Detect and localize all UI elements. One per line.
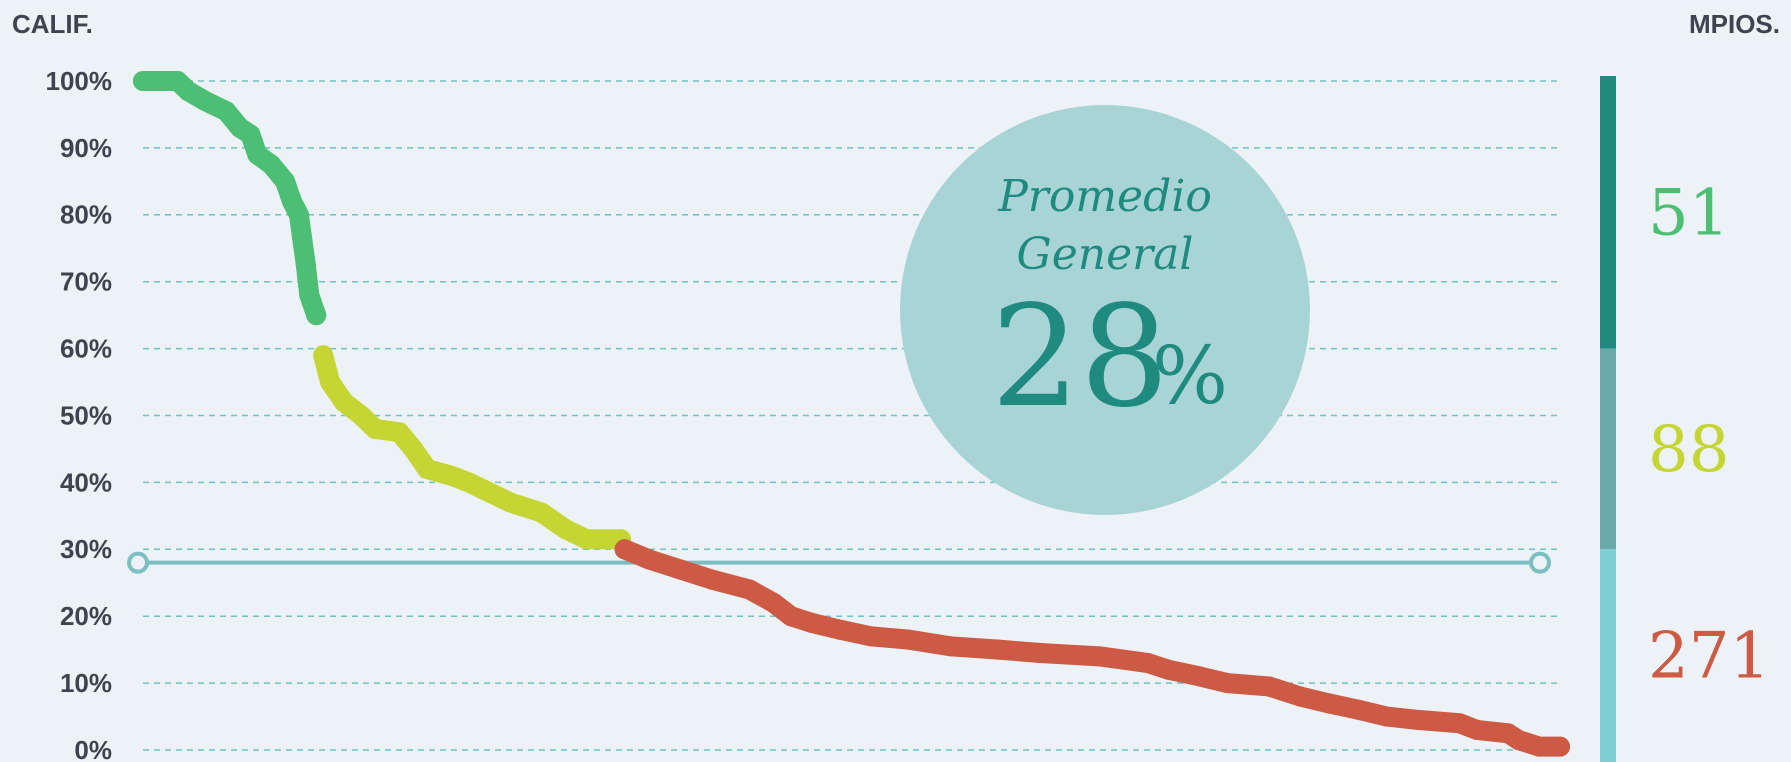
band-bar: [1600, 348, 1616, 550]
data-point: [178, 81, 199, 102]
average-line-end: [127, 551, 149, 574]
data-point: [441, 465, 462, 486]
data-point: [860, 626, 881, 647]
band-count: 271: [1648, 620, 1770, 694]
data-point: [988, 639, 1009, 660]
data-point: [261, 154, 282, 175]
y-tick-label: 0%: [74, 735, 112, 762]
band-count: 51: [1648, 176, 1729, 250]
series-trace: [313, 345, 632, 550]
data-point: [288, 204, 309, 225]
y-tick-label: 100%: [46, 66, 113, 96]
y-tick-label: 10%: [60, 668, 112, 698]
data-point: [1137, 653, 1158, 674]
data-point: [1529, 736, 1550, 757]
average-unit: %: [1152, 329, 1228, 422]
data-point: [333, 392, 354, 413]
data-point: [614, 539, 635, 560]
data-point: [133, 71, 153, 91]
count-title: MPIOS.: [1689, 9, 1780, 39]
y-tick-label: 40%: [60, 467, 112, 497]
y-tick-label: 90%: [60, 133, 112, 163]
data-point: [1217, 673, 1238, 694]
average-title: Promedio: [997, 171, 1212, 222]
data-point: [898, 629, 919, 650]
data-point: [1407, 709, 1428, 730]
data-point: [1317, 693, 1338, 714]
data-point: [1349, 699, 1370, 720]
average-value: 28: [991, 276, 1169, 439]
data-point: [295, 254, 316, 275]
data-point: [763, 592, 784, 613]
data-point: [1550, 736, 1570, 757]
data-point: [320, 372, 341, 393]
data-point: [701, 569, 722, 590]
data-point: [1449, 713, 1470, 734]
data-point: [670, 559, 691, 580]
average-circle: [900, 105, 1310, 515]
data-point: [306, 305, 327, 326]
data-point: [299, 285, 320, 306]
band-bar: [1600, 76, 1616, 349]
data-point: [829, 619, 850, 640]
data-point: [1258, 676, 1279, 697]
data-point: [1158, 659, 1179, 680]
y-axis-title: CALIF.: [12, 9, 93, 39]
data-point: [1189, 666, 1210, 687]
data-point: [576, 529, 597, 550]
data-point: [247, 144, 268, 165]
data-point: [275, 171, 296, 192]
average-title: General: [1017, 229, 1194, 280]
data-point: [403, 438, 424, 459]
data-point: [638, 549, 659, 570]
data-point: [458, 472, 479, 493]
data-point: [1466, 719, 1487, 740]
data-point: [500, 492, 521, 513]
data-point: [216, 101, 237, 122]
data-point: [389, 422, 410, 443]
data-point: [365, 418, 386, 439]
y-tick-label: 50%: [60, 400, 112, 430]
data-point: [1376, 706, 1397, 727]
band-bar: [1600, 549, 1616, 762]
y-tick-label: 20%: [60, 601, 112, 631]
data-point: [351, 405, 372, 426]
y-tick-label: 30%: [60, 534, 112, 564]
data-point: [313, 345, 334, 366]
y-tick-label: 70%: [60, 267, 112, 297]
data-point: [150, 71, 171, 91]
data-point: [801, 612, 822, 633]
y-tick-label: 80%: [60, 200, 112, 230]
data-point: [1290, 686, 1311, 707]
data-point: [1089, 646, 1110, 667]
y-tick-label: 60%: [60, 333, 112, 363]
average-line-end: [1529, 551, 1551, 574]
data-point: [1030, 642, 1051, 663]
data-point: [1508, 729, 1529, 750]
data-point: [479, 482, 500, 503]
data-point: [531, 502, 552, 523]
data-point: [780, 606, 801, 627]
band-count: 88: [1648, 413, 1729, 487]
data-point: [940, 636, 961, 657]
data-point: [555, 519, 576, 540]
data-point: [240, 124, 261, 145]
data-point: [417, 459, 438, 480]
data-point: [195, 91, 216, 112]
data-point: [739, 579, 760, 600]
